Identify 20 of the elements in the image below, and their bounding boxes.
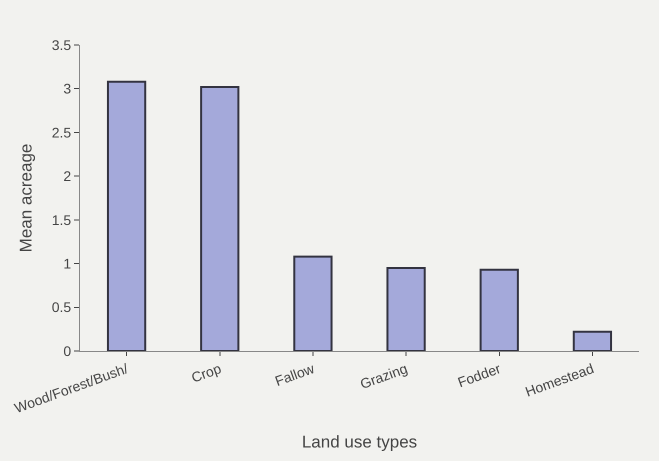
y-tick-label: 1.5 bbox=[52, 212, 72, 228]
y-tick-label: 1 bbox=[63, 255, 72, 272]
y-tick-label: 0.5 bbox=[52, 299, 72, 316]
y-tick-label: 2.5 bbox=[52, 124, 72, 140]
bar bbox=[200, 86, 240, 351]
x-tick-label: Fallow bbox=[272, 360, 318, 390]
bar bbox=[572, 330, 612, 351]
x-tick-label: Crop bbox=[189, 360, 224, 386]
bar bbox=[480, 268, 519, 351]
y-axis-title: Mean acreage bbox=[16, 144, 36, 252]
y-tick-label: 0 bbox=[63, 342, 72, 359]
y-tick-label: 2 bbox=[63, 168, 72, 184]
x-tick-label: Grazing bbox=[358, 360, 410, 392]
x-axis-title: Land use types bbox=[302, 432, 418, 452]
y-tick-label: 3.5 bbox=[52, 36, 72, 53]
bar bbox=[293, 256, 333, 351]
bar bbox=[386, 266, 426, 351]
y-tick-label: 3 bbox=[63, 80, 72, 97]
bar bbox=[106, 80, 146, 351]
x-tick-label: Fodder bbox=[456, 360, 503, 390]
